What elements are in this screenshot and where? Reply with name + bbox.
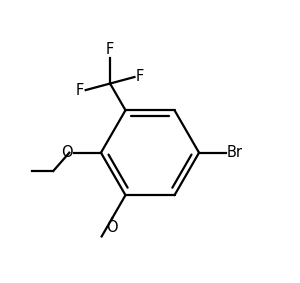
Text: O: O [61, 145, 73, 160]
Text: F: F [106, 42, 114, 57]
Text: F: F [136, 69, 144, 84]
Text: Br: Br [227, 145, 243, 160]
Text: O: O [106, 220, 118, 235]
Text: F: F [76, 83, 84, 98]
